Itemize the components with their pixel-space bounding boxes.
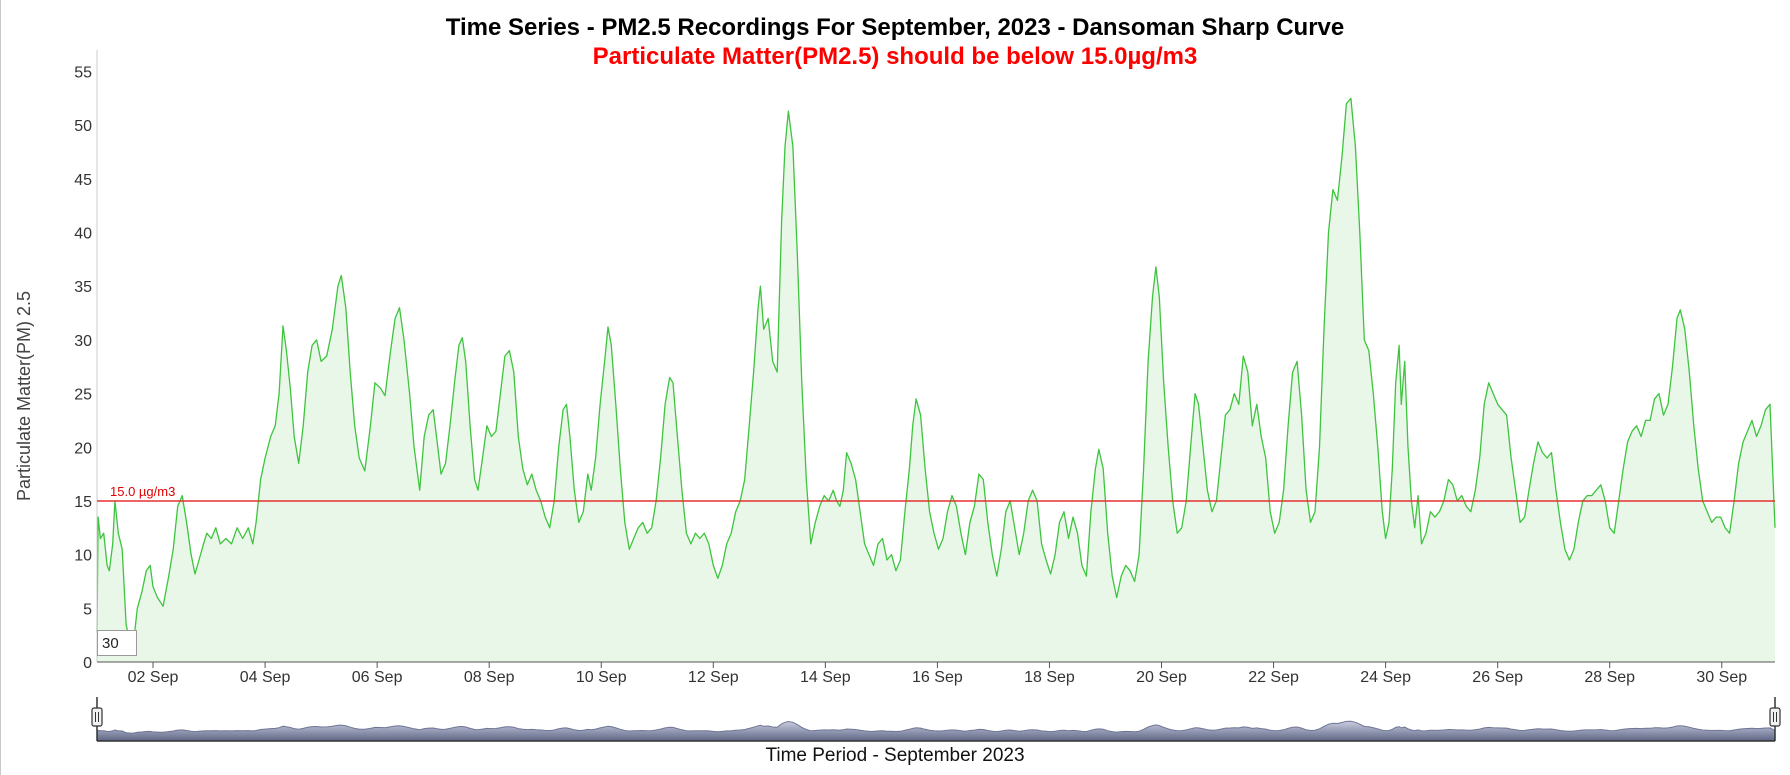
y-tick-label: 15	[74, 494, 92, 511]
x-tick-label: 12 Sep	[688, 669, 739, 686]
x-tick-label: 02 Sep	[128, 669, 179, 686]
y-tick-label: 10	[74, 548, 92, 565]
navigator-right-handle[interactable]	[1769, 707, 1781, 727]
x-axis-label: Time Period - September 2023	[765, 745, 1024, 766]
x-tick-label: 20 Sep	[1136, 669, 1187, 686]
x-tick-label: 10 Sep	[576, 669, 627, 686]
x-tick-label: 16 Sep	[912, 669, 963, 686]
y-tick-label: 5	[83, 601, 92, 618]
y-tick-label: 50	[74, 118, 92, 135]
y-tick-label: 35	[74, 279, 92, 296]
y-tick-label: 25	[74, 387, 92, 404]
chart-title: Time Series - PM2.5 Recordings For Septe…	[446, 14, 1345, 41]
x-tick-label: 04 Sep	[240, 669, 291, 686]
y-tick-label: 30	[74, 333, 92, 350]
frame-border	[0, 0, 1, 775]
y-axis-label: Particulate Matter(PM) 2.5	[14, 291, 34, 501]
x-tick-label: 24 Sep	[1360, 669, 1411, 686]
range-navigator[interactable]	[91, 697, 1781, 742]
y-axis-ticks: 0 5 10 15 20 25 30 35 40 45 50 55	[74, 64, 92, 672]
x-tick-label: 18 Sep	[1024, 669, 1075, 686]
x-tick-label: 22 Sep	[1248, 669, 1299, 686]
threshold-label: 15.0 µg/m3	[110, 484, 175, 499]
y-tick-label: 0	[83, 655, 92, 672]
y-tick-label: 40	[74, 226, 92, 243]
x-tick-label: 28 Sep	[1584, 669, 1635, 686]
x-tick-label: 08 Sep	[464, 669, 515, 686]
y-tick-label: 55	[74, 64, 92, 81]
x-tick-label: 26 Sep	[1472, 669, 1523, 686]
chart-subtitle: Particulate Matter(PM2.5) should be belo…	[593, 43, 1198, 70]
y-tick-label: 45	[74, 172, 92, 189]
plot-area: 15.0 µg/m3	[96, 50, 1776, 663]
zoom-days-input[interactable]	[97, 630, 137, 656]
x-tick-label: 14 Sep	[800, 669, 851, 686]
navigator-left-handle[interactable]	[91, 707, 103, 727]
navigator-line	[96, 720, 1776, 734]
x-axis-ticks: 02 Sep 04 Sep 06 Sep 08 Sep 10 Sep 12 Sep 14 S…	[128, 662, 1747, 686]
series-line	[96, 97, 1776, 647]
x-tick-label: 06 Sep	[352, 669, 403, 686]
y-tick-label: 20	[74, 440, 92, 457]
x-tick-label: 30 Sep	[1696, 669, 1747, 686]
series-area-fill	[97, 98, 1775, 663]
